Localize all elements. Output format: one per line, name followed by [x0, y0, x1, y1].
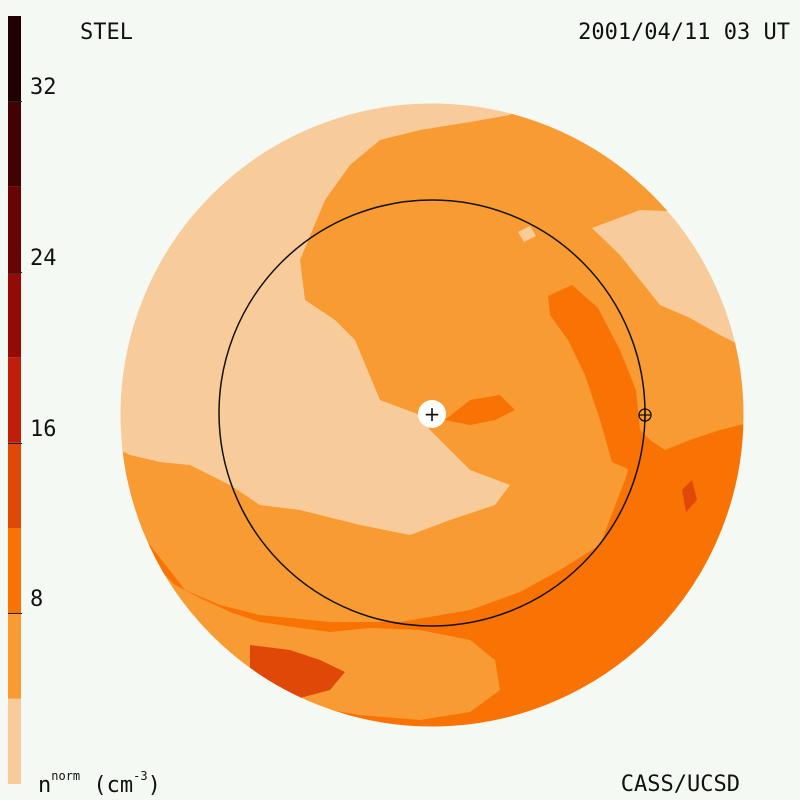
colorbar-tick-label: 24 — [30, 246, 57, 271]
unit-quantity: n — [38, 773, 52, 798]
colorbar-band-5 — [8, 272, 21, 358]
colorbar-band-3 — [8, 442, 21, 528]
colorbar-unit-label: nnorm (cm-3) — [38, 770, 161, 797]
colorbar-band-2 — [8, 528, 21, 614]
colorbar-band-1 — [8, 613, 21, 699]
density-level-mid-band — [120, 420, 744, 727]
colorbar-tick-label: 16 — [30, 416, 57, 442]
colorbar-tick-mark — [8, 101, 22, 103]
density-level-mid-streak — [548, 285, 640, 470]
colorbar-tick-label: 8 — [30, 587, 44, 613]
density-colorbar — [8, 16, 21, 784]
density-level-mid-east — [640, 440, 715, 530]
colorbar-tick-mark — [8, 613, 22, 615]
unit-open: (cm — [93, 773, 134, 798]
unit-exponent: -3 — [133, 769, 148, 783]
colorbar-band-6 — [8, 186, 21, 272]
colorbar-tick-mark — [8, 272, 22, 273]
colorbar-band-4 — [8, 357, 21, 443]
density-disc-outline — [119, 102, 745, 728]
colorbar-tick-label: 32 — [30, 75, 57, 101]
density-patch-small — [518, 226, 536, 242]
density-level-high-east — [682, 480, 697, 512]
sun-icon: + — [424, 402, 441, 426]
colorbar-band-0 — [8, 698, 21, 784]
observatory-label: STEL — [80, 20, 133, 45]
density-level-mid-tongue — [445, 395, 515, 425]
credit-label: CASS/UCSD — [620, 772, 740, 797]
sun-marker — [418, 400, 446, 428]
colorbar-band-8 — [8, 16, 21, 102]
colorbar-tick-mark — [8, 442, 22, 444]
unit-quantity-superscript: norm — [51, 769, 81, 783]
timestamp-label: 2001/04/11 03 UT — [578, 20, 790, 45]
unit-close: ) — [147, 773, 161, 798]
colorbar-band-7 — [8, 101, 21, 187]
